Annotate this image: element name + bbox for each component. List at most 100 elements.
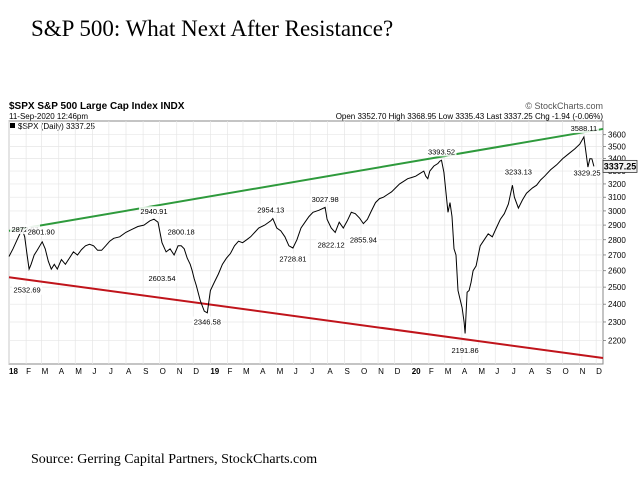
x-tick-label: S xyxy=(344,367,349,376)
annotation-label: 3329.25 xyxy=(573,168,600,177)
price-annotation: 2801.90 xyxy=(26,226,57,237)
y-tick-label: 3000 xyxy=(608,207,626,216)
y-tick-label: 2800 xyxy=(608,236,626,245)
price-annotation: 2800.18 xyxy=(166,226,197,237)
price-annotation: 3329.25 xyxy=(572,167,602,178)
stockcharts-credit: © StockCharts.com xyxy=(525,101,603,111)
annotation-label: 2532.69 xyxy=(14,286,41,295)
x-tick-label: A xyxy=(260,367,266,376)
stock-chart: $SPX S&P 500 Large Cap Index INDX © Stoc… xyxy=(8,101,638,376)
annotation-label: 3588.11 xyxy=(571,124,598,133)
x-tick-label: M xyxy=(478,367,485,376)
x-tick-label: S xyxy=(143,367,148,376)
x-tick-label: J xyxy=(512,367,516,376)
annotation-label: 2800.18 xyxy=(168,228,195,237)
y-tick-label: 2900 xyxy=(608,221,626,230)
price-annotation: 2940.91 xyxy=(138,206,169,217)
annotation-label: 2940.91 xyxy=(140,207,167,216)
x-tick-label: F xyxy=(429,367,434,376)
y-tick-label: 3400 xyxy=(608,155,626,164)
annotation-label: 2954.13 xyxy=(257,205,284,214)
x-tick-label: A xyxy=(126,367,132,376)
annotation-label: 2822.12 xyxy=(318,240,345,249)
annotation-box xyxy=(26,226,57,237)
price-annotation: 2954.13 xyxy=(255,204,286,215)
x-tick-label: M xyxy=(445,367,452,376)
y-tick-label: 2600 xyxy=(608,267,626,276)
chart-legend: $SPX (Daily) 3337.25 xyxy=(18,122,95,131)
price-annotation: 2728.81 xyxy=(277,253,308,264)
y-tick-label: 3600 xyxy=(608,131,626,140)
annotation-box xyxy=(348,234,379,245)
x-tick-label: N xyxy=(177,367,183,376)
annotation-box xyxy=(192,316,223,327)
price-annotation: 2603.54 xyxy=(147,273,178,284)
annotation-box xyxy=(450,345,481,356)
price-annotation: 2346.58 xyxy=(192,316,223,327)
y-tick-label: 2300 xyxy=(608,318,626,327)
x-tick-label: F xyxy=(26,367,31,376)
x-tick-label: A xyxy=(59,367,65,376)
annotation-box xyxy=(12,284,43,295)
annotation-box xyxy=(147,273,178,284)
annotation-box xyxy=(572,167,602,178)
y-tick-label: 3100 xyxy=(608,193,626,202)
x-tick-label: M xyxy=(243,367,250,376)
last-price-badge: 3337.25 xyxy=(602,159,638,173)
x-tick-label: J xyxy=(495,367,499,376)
price-annotation: 2191.86 xyxy=(450,345,481,356)
price-annotation: 3027.98 xyxy=(310,194,341,205)
annotation-label: 2728.81 xyxy=(279,255,306,264)
annotation-box xyxy=(277,253,308,264)
annotation-label: 2191.86 xyxy=(452,346,479,355)
annotation-box xyxy=(255,204,286,215)
price-annotation: 2872.87 xyxy=(10,224,40,235)
annotation-label: 2855.94 xyxy=(350,235,377,244)
chart-date-line: 11-Sep-2020 12:46pm xyxy=(9,112,88,121)
annotation-box xyxy=(10,224,40,235)
x-tick-label: A xyxy=(529,367,535,376)
x-tick-label: F xyxy=(227,367,232,376)
x-tick-label: O xyxy=(160,367,166,376)
source-note: Source: Gerring Capital Partners, StockC… xyxy=(31,452,318,467)
annotation-box xyxy=(568,123,599,134)
x-tick-label: O xyxy=(563,367,569,376)
x-tick-label: J xyxy=(92,367,96,376)
x-tick-label: N xyxy=(378,367,384,376)
annotation-box xyxy=(166,226,197,237)
annotation-label: 2603.54 xyxy=(148,274,175,283)
plot-frame xyxy=(8,120,604,365)
x-tick-label: M xyxy=(42,367,49,376)
page-title: S&P 500: What Next After Resistance? xyxy=(31,16,394,41)
legend-swatch xyxy=(10,123,15,128)
x-tick-label: J xyxy=(310,367,314,376)
x-axis: 18 F M A M J J A S O N D 19 F M A M J J A S O N D 20 F M A M J J A S O N D xyxy=(9,367,602,376)
y-tick-label: 2700 xyxy=(608,251,626,260)
annotation-label: 3027.98 xyxy=(312,195,339,204)
price-annotation: 2855.94 xyxy=(348,234,379,245)
x-tick-label: N xyxy=(580,367,586,376)
annotation-box xyxy=(426,146,457,157)
resistance-trendline xyxy=(8,127,604,232)
y-tick-label: 2500 xyxy=(608,283,626,292)
x-tick-label: 18 xyxy=(9,367,18,376)
x-tick-label: J xyxy=(294,367,298,376)
y-tick-label: 2400 xyxy=(608,300,626,309)
support-trendline xyxy=(8,276,604,360)
chart-ohlc-line: Open 3352.70 High 3368.95 Low 3335.43 La… xyxy=(336,112,604,121)
x-tick-label: D xyxy=(395,367,401,376)
y-tick-label: 3200 xyxy=(608,180,626,189)
trendlines xyxy=(8,127,604,360)
y-tick-label: 2200 xyxy=(608,337,626,346)
annotation-label: 2872.87 xyxy=(11,225,38,234)
x-tick-label: 19 xyxy=(210,367,219,376)
chart-symbol-line: $SPX S&P 500 Large Cap Index INDX xyxy=(9,101,185,112)
price-line xyxy=(8,135,595,334)
x-tick-label: O xyxy=(361,367,367,376)
annotation-box xyxy=(503,166,534,177)
last-price-value: 3337.25 xyxy=(604,161,637,171)
price-annotation: 2822.12 xyxy=(316,239,347,250)
x-tick-label: D xyxy=(193,367,199,376)
x-tick-label: M xyxy=(277,367,284,376)
annotation-label: 2801.90 xyxy=(28,227,55,236)
